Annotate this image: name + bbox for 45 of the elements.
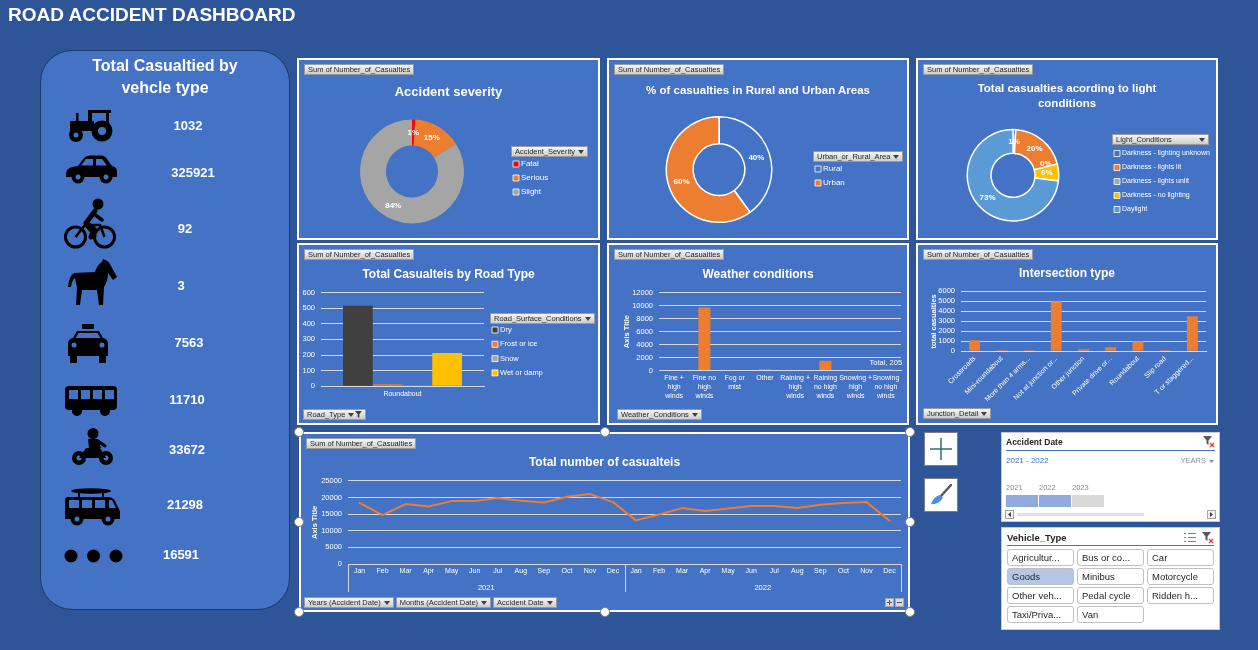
text: 1032 [172,117,204,135]
text: 2021 - 2022 [1006,456,1049,465]
legend-label: Serious [521,173,549,183]
slicer-button: Van [1077,606,1144,623]
chart-title: Total number of casualteis [528,455,681,470]
slicer-button: Goods [1007,568,1074,585]
slicer-button: Minibus [1077,568,1144,585]
text: 16591 [161,546,201,564]
data-label: 15% [423,133,440,143]
text: 7563 [173,334,205,352]
data-label: 60% [673,176,690,186]
chart-title: Weather conditions [702,267,814,282]
chart-title: % of casualties in Rural and Urban Areas [646,83,870,96]
data-label: 1% [407,127,420,137]
text: 325921 [170,164,216,182]
slicer-button: Ridden h... [1147,587,1214,604]
text: 21298 [165,496,205,514]
slicer-button: Other veh... [1007,587,1074,604]
text: 33672 [167,441,207,459]
slicer-button: Agricultur... [1007,549,1074,566]
chart-title: Intersection type [1018,266,1116,281]
text: Total Casualtied by vehcle type [91,56,239,98]
legend-label: Rural [823,164,843,174]
legend-label: Fatal [521,159,540,169]
chart-title: Total Casualteis by Road Type [362,267,535,282]
chart-title: Total casualties acording to light conditions [977,82,1157,110]
legend-label: Slight [521,187,542,197]
slicer-button: Taxi/Priva... [1007,606,1074,623]
chart-title: Accident severity [394,83,504,99]
text: 92 [176,220,194,238]
text: 0% [1040,159,1052,169]
text: Accident Date [1006,437,1063,447]
text: 11710 [168,391,206,409]
data-label: 6% [1041,168,1053,178]
data-label: 40% [748,152,765,162]
data-label: 84% [385,200,402,210]
text: 3 [176,277,186,295]
slicer-button: Car [1147,549,1214,566]
slicer-button: Motorcycle [1147,568,1214,585]
text: Vehicle_Type [1007,532,1067,543]
slicer-button: Bus or co... [1077,549,1144,566]
legend-label: Urban [823,178,845,188]
slicer-button: Pedal cycle [1077,587,1144,604]
data-label: 73% [979,192,996,202]
data-label: 20% [1026,144,1043,154]
